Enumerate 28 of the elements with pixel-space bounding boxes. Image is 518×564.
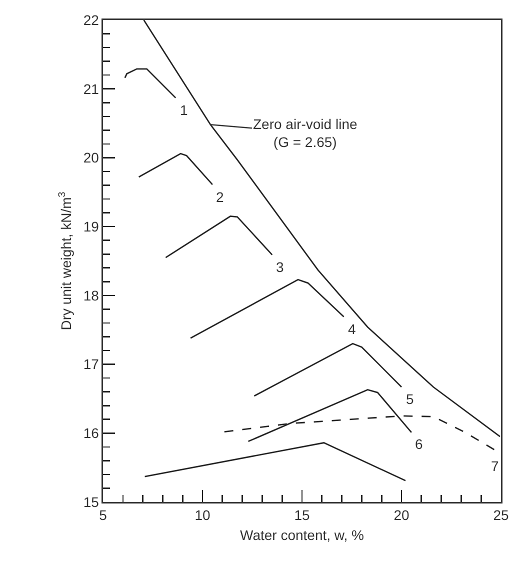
series-label: 7: [491, 458, 499, 474]
x-tick-label: 15: [294, 507, 310, 524]
y-tick-label: 21: [83, 80, 100, 97]
series-label: 1: [180, 102, 188, 118]
y-tick-label: 20: [83, 150, 100, 166]
y-tick-label: 16: [83, 425, 100, 442]
line-series: [254, 342, 402, 397]
x-tick-label: 20: [394, 507, 410, 524]
series-label: 6: [415, 436, 423, 452]
x-tick-label: 25: [493, 507, 509, 524]
y-tick-label: 18: [83, 287, 100, 304]
series-label: 4: [348, 321, 356, 337]
y-tick-label: 19: [83, 218, 100, 234]
series-label: 3: [276, 259, 284, 275]
x-tick-label: 10: [194, 507, 210, 524]
line-series: [138, 152, 214, 186]
line-series: [190, 278, 344, 339]
line-series: [164, 216, 273, 258]
x-tick-label: 5: [99, 507, 108, 524]
x-axis-title: Water content, w, %: [240, 527, 364, 544]
y-tick-label: 17: [83, 356, 100, 372]
series-label: 5: [406, 391, 414, 407]
series-label: Zero air-void line (G = 2.65): [253, 116, 358, 150]
y-tick-label: 15: [83, 494, 100, 510]
line-series: [143, 20, 501, 438]
line-series: [124, 68, 176, 99]
series-label: 2: [216, 189, 224, 205]
y-tick-label: 22: [83, 12, 100, 28]
